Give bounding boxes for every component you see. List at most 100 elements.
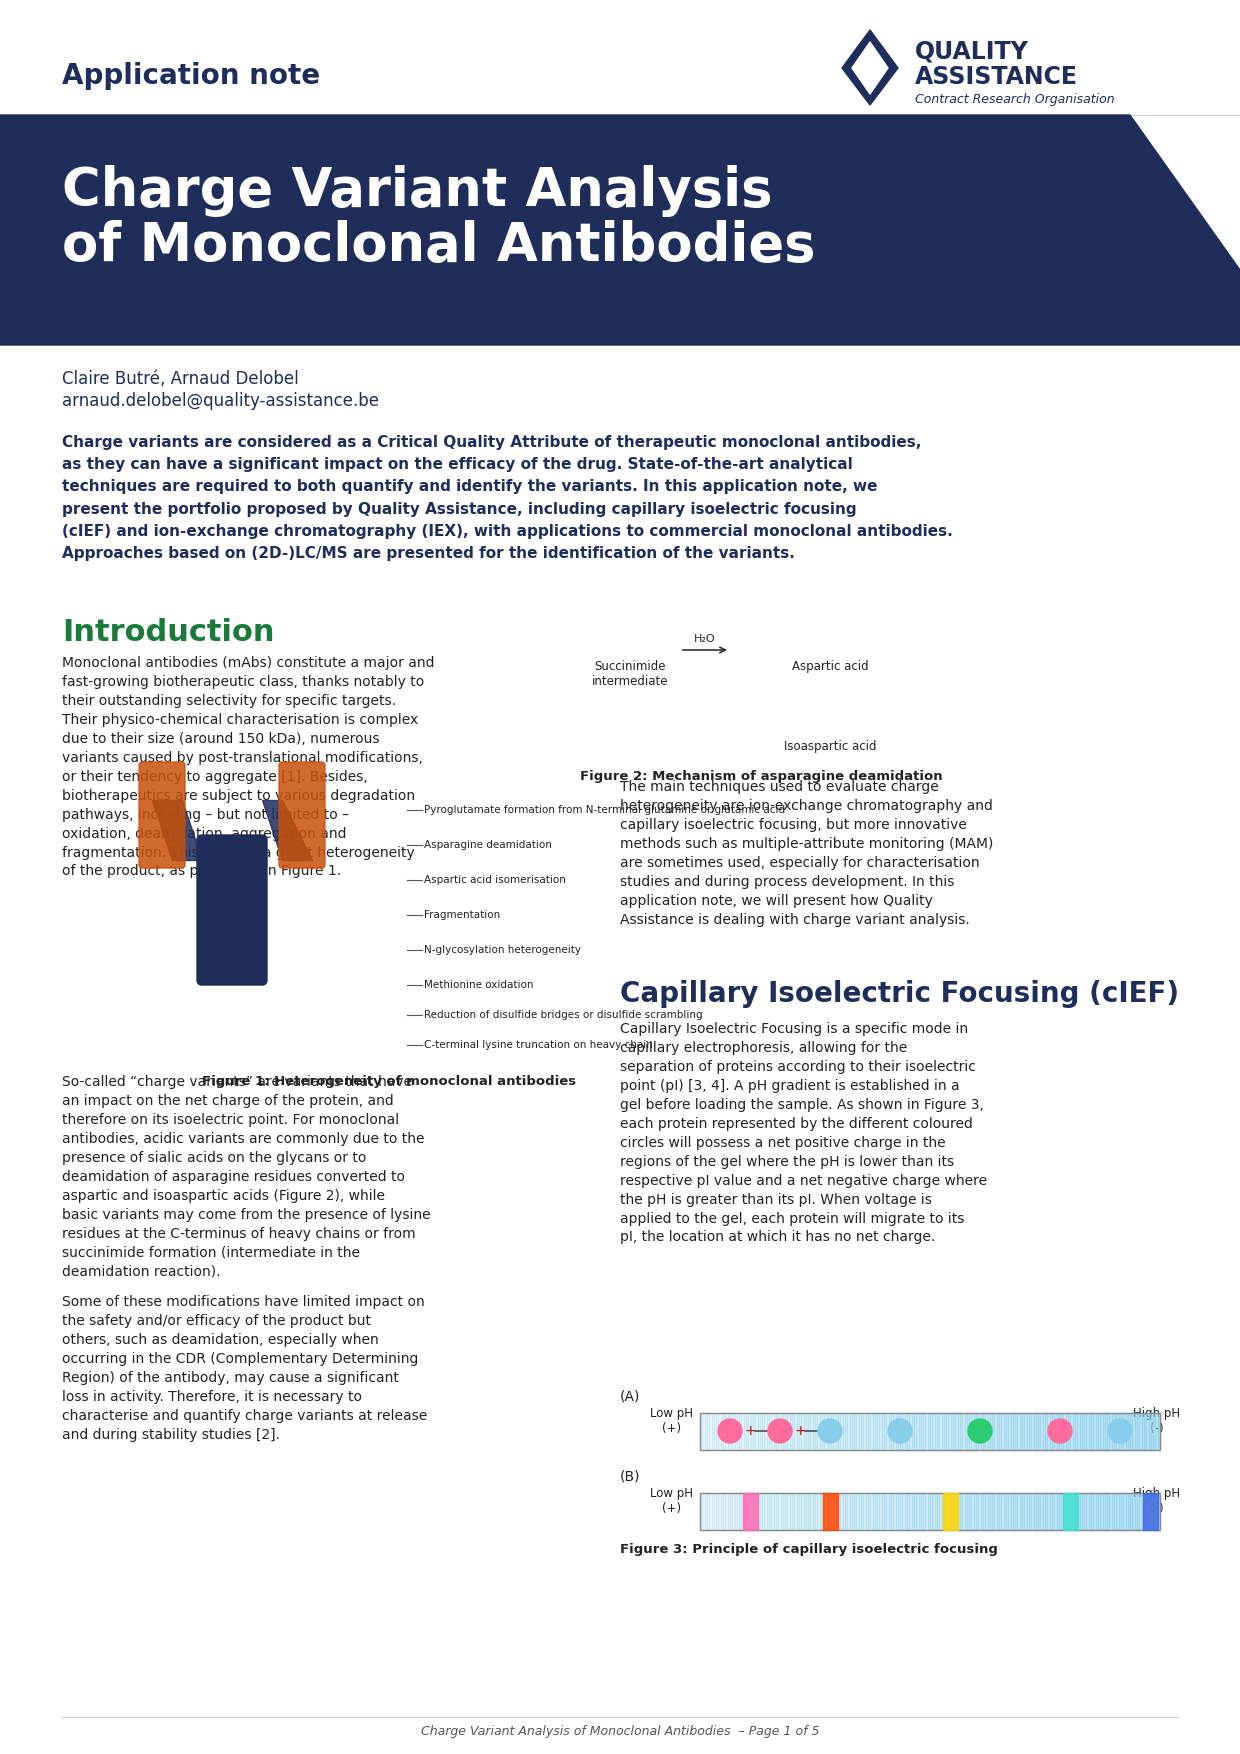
Bar bbox=[750, 1493, 753, 1529]
Bar bbox=[795, 1493, 796, 1529]
Bar bbox=[941, 1493, 944, 1529]
Bar bbox=[954, 1493, 955, 1529]
Bar bbox=[799, 1493, 801, 1529]
Bar bbox=[1027, 1493, 1029, 1529]
Bar bbox=[1158, 1414, 1159, 1451]
Bar bbox=[1153, 1493, 1156, 1529]
Bar bbox=[1075, 1414, 1078, 1451]
Bar bbox=[725, 1414, 728, 1451]
Text: Capillary Isoelectric Focusing (cIEF): Capillary Isoelectric Focusing (cIEF) bbox=[620, 980, 1179, 1009]
Bar bbox=[882, 1493, 884, 1529]
Bar bbox=[820, 1414, 822, 1451]
Bar bbox=[858, 1414, 861, 1451]
Bar bbox=[890, 1493, 893, 1529]
Bar bbox=[1121, 1493, 1123, 1529]
Text: N-glycosylation heterogeneity: N-glycosylation heterogeneity bbox=[424, 945, 582, 954]
Bar bbox=[1059, 1493, 1061, 1529]
Bar bbox=[1035, 1493, 1038, 1529]
Bar bbox=[1080, 1493, 1081, 1529]
Bar bbox=[1049, 1414, 1052, 1451]
Bar bbox=[1033, 1493, 1035, 1529]
Bar bbox=[812, 1414, 815, 1451]
Bar bbox=[1102, 1493, 1105, 1529]
Bar bbox=[874, 1414, 877, 1451]
Bar bbox=[971, 1414, 973, 1451]
Text: Succinimide
intermediate: Succinimide intermediate bbox=[591, 660, 668, 688]
Bar bbox=[957, 1493, 960, 1529]
Bar bbox=[990, 1493, 992, 1529]
Bar bbox=[737, 1493, 739, 1529]
Bar bbox=[1105, 1493, 1107, 1529]
Bar bbox=[1114, 1414, 1116, 1451]
Bar bbox=[937, 1493, 939, 1529]
Bar bbox=[1100, 1493, 1102, 1529]
Bar bbox=[1070, 1414, 1073, 1451]
Bar bbox=[949, 1414, 951, 1451]
Bar bbox=[746, 1493, 748, 1529]
Bar bbox=[795, 1414, 796, 1451]
Bar bbox=[870, 1414, 873, 1451]
Bar bbox=[909, 1493, 911, 1529]
Bar bbox=[895, 1493, 898, 1529]
Bar bbox=[1048, 1414, 1049, 1451]
Bar bbox=[723, 1493, 725, 1529]
Bar bbox=[1091, 1414, 1094, 1451]
Bar bbox=[1105, 1414, 1107, 1451]
Bar bbox=[1003, 1493, 1006, 1529]
Bar bbox=[780, 1493, 782, 1529]
Bar bbox=[930, 1493, 932, 1529]
Bar bbox=[1043, 1493, 1045, 1529]
Bar bbox=[1013, 1414, 1016, 1451]
Bar bbox=[1029, 1493, 1032, 1529]
Bar bbox=[1107, 1414, 1110, 1451]
Bar bbox=[707, 1493, 709, 1529]
Bar bbox=[717, 1493, 718, 1529]
Bar bbox=[1078, 1493, 1080, 1529]
Bar bbox=[874, 1493, 877, 1529]
Text: Figure 3: Principle of capillary isoelectric focusing: Figure 3: Principle of capillary isoelec… bbox=[620, 1544, 998, 1556]
Bar bbox=[914, 1493, 916, 1529]
Bar bbox=[1075, 1493, 1078, 1529]
Bar bbox=[1006, 1414, 1008, 1451]
Bar bbox=[887, 1414, 889, 1451]
Bar bbox=[866, 1414, 868, 1451]
Bar bbox=[1040, 1414, 1043, 1451]
Bar bbox=[1054, 1414, 1056, 1451]
Text: Contract Research Organisation: Contract Research Organisation bbox=[915, 93, 1115, 105]
Text: High pH
(-): High pH (-) bbox=[1133, 1487, 1180, 1515]
Bar bbox=[863, 1493, 866, 1529]
Circle shape bbox=[1109, 1419, 1132, 1444]
Bar bbox=[769, 1414, 771, 1451]
Bar bbox=[1151, 1493, 1153, 1529]
Bar bbox=[728, 1493, 730, 1529]
Text: High pH
(-): High pH (-) bbox=[1133, 1407, 1180, 1435]
Bar bbox=[782, 1414, 785, 1451]
Bar bbox=[905, 1414, 906, 1451]
Bar bbox=[928, 1493, 930, 1529]
Bar bbox=[831, 1493, 833, 1529]
Bar bbox=[760, 1414, 763, 1451]
Bar bbox=[720, 1414, 723, 1451]
Bar bbox=[1056, 1414, 1059, 1451]
Bar bbox=[976, 1493, 978, 1529]
Bar bbox=[858, 1493, 861, 1529]
Bar bbox=[1064, 1414, 1065, 1451]
Text: Reduction of disulfide bridges or disulfide scrambling: Reduction of disulfide bridges or disulf… bbox=[424, 1010, 703, 1021]
Bar bbox=[970, 1414, 971, 1451]
Bar bbox=[1096, 1493, 1097, 1529]
Text: Figure 2: Mechanism of asparagine deamidation: Figure 2: Mechanism of asparagine deamid… bbox=[580, 770, 942, 782]
Bar bbox=[1002, 1493, 1003, 1529]
Bar bbox=[764, 1414, 766, 1451]
Bar bbox=[994, 1493, 997, 1529]
Text: Methionine oxidation: Methionine oxidation bbox=[424, 980, 533, 989]
Bar bbox=[854, 1493, 857, 1529]
Bar bbox=[983, 1414, 986, 1451]
Bar bbox=[930, 1414, 932, 1451]
Bar bbox=[981, 1414, 983, 1451]
Bar bbox=[893, 1414, 895, 1451]
Bar bbox=[1135, 1493, 1137, 1529]
Bar bbox=[1112, 1493, 1114, 1529]
Bar bbox=[1123, 1414, 1126, 1451]
Text: ASSISTANCE: ASSISTANCE bbox=[915, 65, 1078, 89]
Bar bbox=[882, 1414, 884, 1451]
